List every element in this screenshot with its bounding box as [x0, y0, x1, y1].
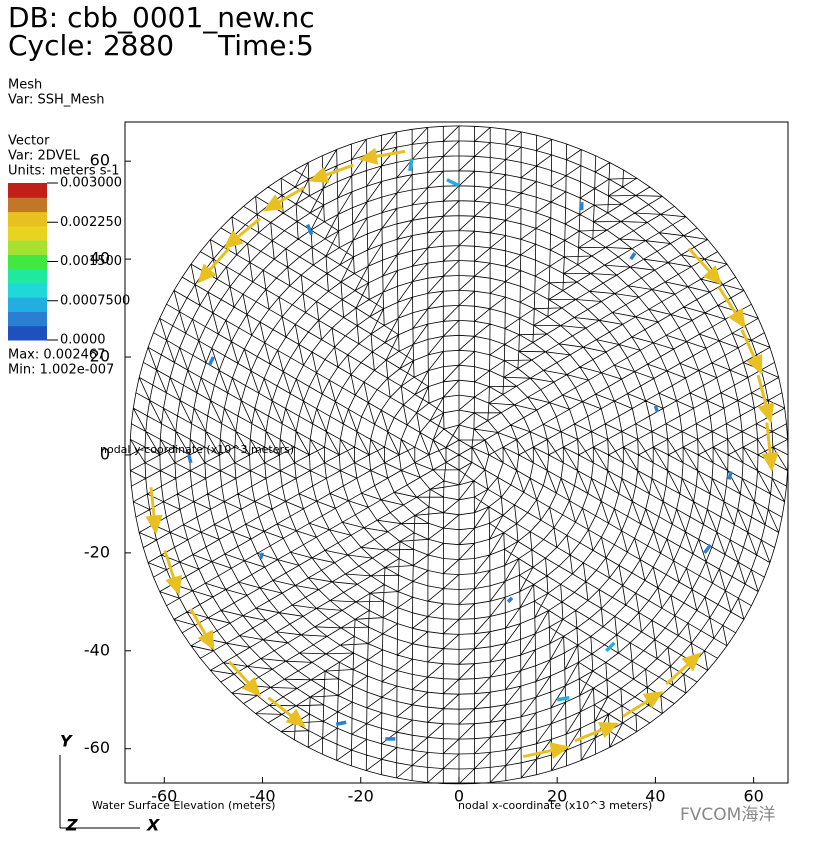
vector-arrow — [665, 652, 702, 686]
y-axis-label: nodal y-coordinate (x10^3 meters) — [100, 443, 294, 456]
time: Time:5 — [217, 29, 314, 62]
plot-frame — [124, 121, 789, 784]
y-tick-label: 60 — [90, 151, 110, 170]
mesh-lines — [129, 125, 789, 785]
vector-arrow — [522, 742, 570, 760]
vector-arrow — [408, 158, 414, 172]
colorbar-swatch — [8, 225, 47, 241]
vector-arrow — [207, 356, 215, 366]
vector-min: Min: 1.002e-007 — [8, 363, 114, 378]
cycle: Cycle: 2880 — [8, 29, 174, 62]
colorbar-swatch — [8, 311, 47, 327]
caption: Water Surface Elevation (meters) — [92, 799, 275, 812]
vector-arrow — [197, 247, 231, 284]
vector-arrow — [761, 422, 779, 473]
vector-title: Vector — [8, 134, 50, 149]
vector-arrow — [145, 487, 163, 535]
y-tick-label: 0 — [100, 444, 110, 463]
vector-arrow — [727, 471, 733, 480]
mesh-var: Var: SSH_Mesh — [8, 93, 104, 108]
colorbar-swatch — [8, 197, 47, 213]
x-tick-label: 20 — [547, 787, 567, 806]
vector-arrow — [740, 328, 763, 375]
vector-arrow — [506, 596, 514, 604]
vector-arrow — [703, 543, 712, 554]
vector-arrow — [605, 641, 616, 653]
triad-y: Y — [60, 732, 73, 751]
y-tick-label: -20 — [84, 542, 110, 561]
plot — [145, 147, 779, 760]
vector-arrow — [223, 217, 262, 249]
x-tick-label: -60 — [151, 787, 177, 806]
vector-max: Max: 0.002467 — [8, 348, 105, 363]
triad — [59, 755, 140, 829]
vector-arrow — [574, 722, 620, 743]
vector-arrow — [189, 608, 215, 651]
x-tick-label: -40 — [249, 787, 275, 806]
colorbar-tick-label: 0.0000 — [60, 333, 106, 348]
vector-arrow — [357, 147, 406, 165]
colorbar-tick-label: 0.0007500 — [60, 293, 130, 308]
vector-arrow — [262, 186, 306, 212]
vector-arrow — [163, 549, 182, 596]
triad-z: Z — [65, 816, 78, 835]
vector-arrow — [228, 660, 261, 697]
x-tick-label: 0 — [454, 787, 464, 806]
vector-arrow — [556, 696, 570, 702]
watermark: FVCOM海洋 — [680, 805, 775, 825]
x-tick-label: -20 — [348, 787, 374, 806]
vector-arrow — [305, 223, 314, 236]
y-tick-label: 40 — [90, 249, 110, 268]
triad-x: X — [146, 816, 160, 835]
vector-arrow — [629, 252, 637, 261]
vector-arrow — [756, 374, 775, 424]
x-axis-label: nodal x-coordinate (x10^3 meters) — [458, 799, 652, 812]
y-tick-label: -60 — [84, 738, 110, 757]
colorbar-tick-label: 0.002250 — [60, 215, 122, 230]
db-title: DB: cbb_0001_new.nc — [8, 1, 315, 34]
x-tick-label: 60 — [743, 787, 763, 806]
vector-arrow — [308, 163, 354, 183]
colorbar-swatch — [8, 325, 47, 341]
vector-arrow — [653, 405, 660, 413]
vector-var: Var: 2DVEL — [8, 149, 81, 164]
vector-arrow — [335, 720, 347, 726]
vector-arrow — [258, 552, 265, 560]
colorbar-tick-label: 0.003000 — [60, 176, 122, 191]
x-tick-label: 40 — [645, 787, 665, 806]
colorbar-swatch — [8, 211, 47, 227]
colorbar-swatch — [8, 282, 47, 298]
vector-arrow — [622, 691, 664, 718]
y-tick-label: -40 — [84, 640, 110, 659]
vector-arrow — [267, 696, 306, 728]
colorbar-swatch — [8, 183, 47, 198]
mesh-title: Mesh — [8, 78, 42, 93]
mesh — [129, 125, 789, 785]
vector-arrow — [446, 178, 460, 188]
colorbar-swatch — [8, 297, 47, 312]
vector-arrow — [187, 454, 193, 464]
vector-units: Units: meters s-1 — [8, 164, 120, 179]
vector-arrow — [717, 286, 746, 329]
colorbar-swatch — [8, 254, 47, 270]
colorbar-tick-label: 0.001500 — [60, 254, 122, 269]
y-tick-label: 20 — [90, 347, 110, 366]
colorbar-swatch — [8, 240, 47, 255]
colorbar-swatch — [8, 268, 47, 284]
vector-arrow — [687, 247, 723, 286]
